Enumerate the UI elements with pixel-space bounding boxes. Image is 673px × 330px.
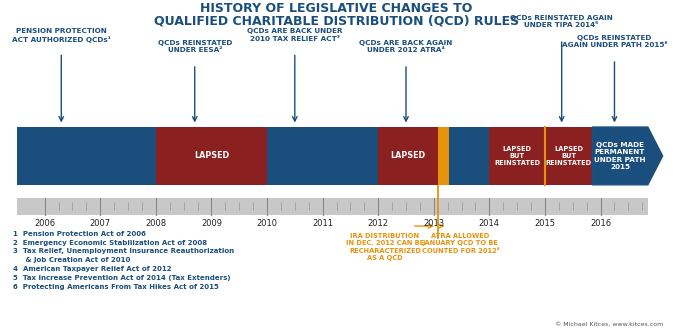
Text: © Michael Kitces, www.kitces.com: © Michael Kitces, www.kitces.com (555, 322, 663, 327)
Bar (17, 127, 156, 185)
Text: 2008: 2008 (145, 219, 166, 228)
FancyArrow shape (592, 127, 663, 185)
Text: ATRA ALLOWED
JANUARY QCD TO BE
COUNTED FOR 2012⁴: ATRA ALLOWED JANUARY QCD TO BE COUNTED F… (421, 233, 499, 254)
Text: QCDs ARE BACK UNDER
2010 TAX RELIEF ACT³: QCDs ARE BACK UNDER 2010 TAX RELIEF ACT³ (247, 28, 343, 42)
Text: HISTORY OF LEGISLATIVE CHANGES TO: HISTORY OF LEGISLATIVE CHANGES TO (201, 2, 472, 15)
Text: PENSION PROTECTION
ACT AUTHORIZED QCDs¹: PENSION PROTECTION ACT AUTHORIZED QCDs¹ (12, 28, 111, 43)
Bar (267, 127, 378, 185)
Text: 2015: 2015 (534, 219, 555, 228)
Text: 2012: 2012 (367, 219, 389, 228)
Text: 2013: 2013 (423, 219, 444, 228)
Text: LAPSED: LAPSED (390, 151, 426, 160)
Text: 2010: 2010 (256, 219, 277, 228)
Bar (489, 127, 545, 185)
Bar (545, 127, 592, 185)
Text: LAPSED
BUT
REINSTATED: LAPSED BUT REINSTATED (494, 146, 540, 166)
Text: 2011: 2011 (312, 219, 333, 228)
Text: 2009: 2009 (201, 219, 222, 228)
Text: 2016: 2016 (590, 219, 611, 228)
Text: 2007: 2007 (90, 219, 111, 228)
Text: 2006: 2006 (34, 219, 55, 228)
Bar (438, 127, 450, 185)
Text: QCDs REINSTATED AGAIN
UNDER TIPA 2014⁵: QCDs REINSTATED AGAIN UNDER TIPA 2014⁵ (510, 15, 613, 28)
Text: QCDs ARE BACK AGAIN
UNDER 2012 ATRA⁴: QCDs ARE BACK AGAIN UNDER 2012 ATRA⁴ (359, 40, 453, 53)
Text: 2014: 2014 (479, 219, 500, 228)
Text: LAPSED
BUT
REINSTATED: LAPSED BUT REINSTATED (546, 146, 592, 166)
Bar (378, 127, 438, 185)
Text: QUALIFIED CHARITABLE DISTRIBUTION (QCD) RULES: QUALIFIED CHARITABLE DISTRIBUTION (QCD) … (154, 15, 519, 28)
Bar (17, 198, 648, 214)
Text: 1  Pension Protection Act of 2006
2  Emergency Economic Stabilization Act of 200: 1 Pension Protection Act of 2006 2 Emerg… (13, 231, 235, 289)
Text: QCDs MADE
PERMANENT
UNDER PATH
2015: QCDs MADE PERMANENT UNDER PATH 2015 (594, 142, 646, 170)
Text: LAPSED: LAPSED (194, 151, 229, 160)
Text: IRA DISTRIBUTION
IN DEC. 2012 CAN BE
RECHARACTERIZED
AS A QCD: IRA DISTRIBUTION IN DEC. 2012 CAN BE REC… (346, 233, 424, 261)
Text: QCDs REINSTATED
AGAIN UNDER PATH 2015⁶: QCDs REINSTATED AGAIN UNDER PATH 2015⁶ (562, 35, 668, 48)
Text: QCDs REINSTATED
UNDER EESA²: QCDs REINSTATED UNDER EESA² (157, 40, 232, 53)
Bar (450, 127, 489, 185)
Bar (156, 127, 267, 185)
